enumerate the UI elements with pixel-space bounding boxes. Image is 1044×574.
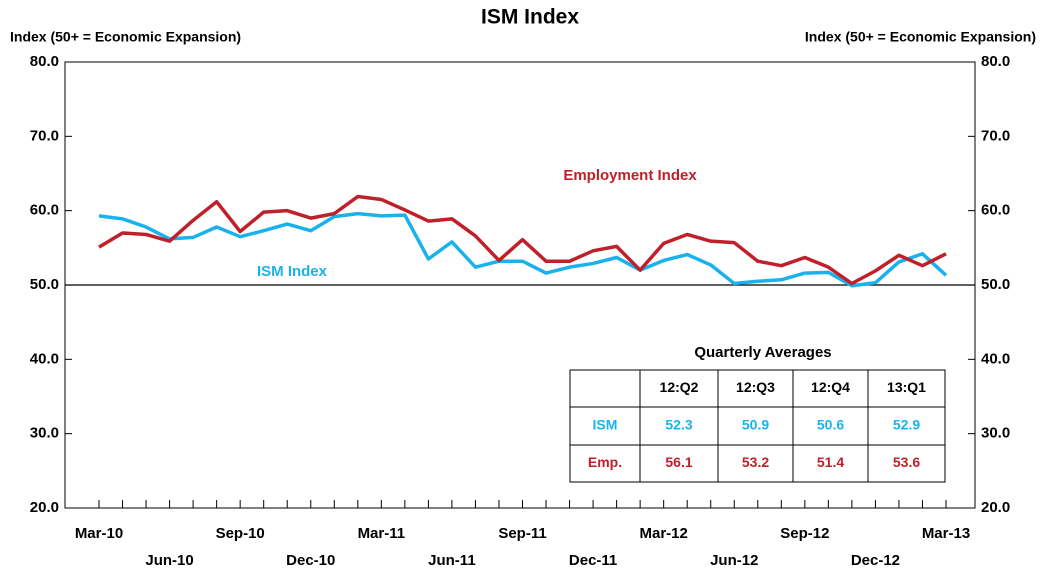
x-tick-label: Sep-12 [780,525,829,542]
y2-tick-label: 40.0 [981,350,1010,367]
table-row-label: Emp. [588,454,622,470]
series-line [98,211,948,288]
series-label: Employment Index [563,167,697,184]
y-tick-label: 60.0 [30,202,59,219]
x-tick-label: Mar-10 [75,525,123,542]
table-cell: 50.9 [742,417,769,433]
y-tick-label: 50.0 [30,276,59,293]
table-header: 13:Q1 [887,379,926,395]
table-header: 12:Q2 [660,379,699,395]
table-cell: 51.4 [817,454,844,470]
table-title: Quarterly Averages [694,344,831,361]
table-cell: 53.6 [893,454,920,470]
table-cell: 52.3 [665,417,692,433]
y2-tick-label: 80.0 [981,53,1010,70]
table-header: 12:Q4 [811,379,850,395]
y2-axis-label: Index (50+ = Economic Expansion) [805,29,1036,45]
y-tick-label: 30.0 [30,425,59,442]
x-tick-label: Dec-11 [569,552,617,569]
series-label: ISM Index [257,263,328,280]
y2-tick-label: 70.0 [981,127,1010,144]
y2-tick-label: 20.0 [981,499,1010,516]
y2-tick-label: 60.0 [981,202,1010,219]
y-tick-label: 20.0 [30,499,59,516]
y-axis-label: Index (50+ = Economic Expansion) [10,29,241,45]
table-frame [569,369,946,483]
x-tick-label: Dec-10 [286,552,335,569]
x-tick-label: Jun-12 [710,552,758,569]
x-tick-label: Sep-11 [498,525,546,542]
y-tick-label: 40.0 [30,350,59,367]
table-cell: 56.1 [665,454,692,470]
y2-tick-label: 50.0 [981,276,1010,293]
y2-tick-label: 30.0 [981,425,1010,442]
chart-title: ISM Index [481,6,579,29]
x-tick-label: Mar-11 [358,525,406,542]
table-cell: 52.9 [893,417,920,433]
series-line [98,194,947,286]
x-tick-label: Dec-12 [851,552,900,569]
y-tick-label: 80.0 [30,53,59,70]
x-tick-label: Mar-12 [639,525,687,542]
table-cell: 50.6 [817,417,844,433]
x-tick-label: Mar-13 [922,525,970,542]
y-tick-label: 70.0 [30,127,59,144]
x-tick-label: Jun-10 [145,552,193,569]
table-row-label: ISM [593,417,618,433]
table-cell: 53.2 [742,454,769,470]
x-tick-label: Sep-10 [216,525,265,542]
x-tick-label: Jun-11 [428,552,476,569]
table-header: 12:Q3 [736,379,775,395]
